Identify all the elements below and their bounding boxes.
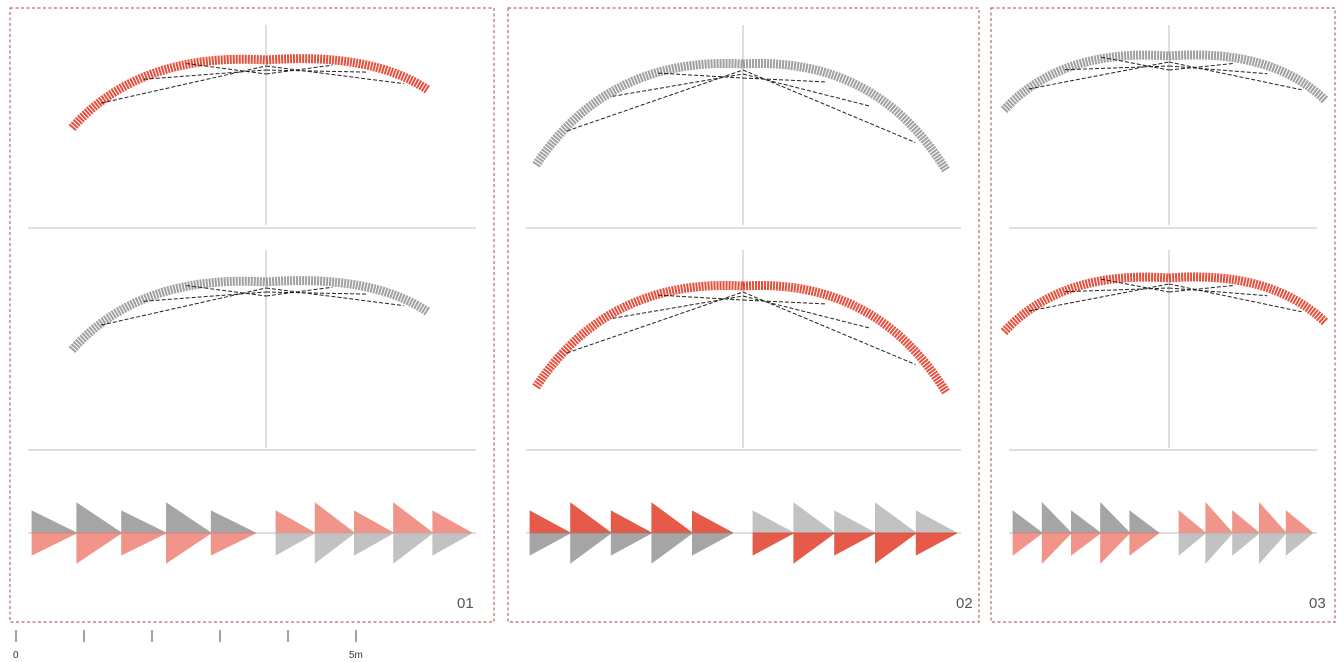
chord-line bbox=[1101, 56, 1170, 71]
arch-left-segment bbox=[68, 54, 267, 131]
unfolded-strip-right-upper bbox=[275, 502, 474, 534]
arch-right-segment bbox=[742, 58, 950, 173]
arch-left-segment bbox=[532, 58, 744, 168]
arch-right-segment bbox=[265, 276, 431, 316]
chord-line bbox=[1168, 287, 1268, 297]
chord-line bbox=[100, 65, 267, 104]
chord-line bbox=[1101, 278, 1170, 293]
chord-line bbox=[1168, 283, 1302, 313]
chord-line bbox=[612, 295, 744, 319]
arch-right-segment bbox=[742, 280, 950, 395]
chord-line bbox=[265, 287, 404, 307]
chord-line bbox=[265, 64, 333, 75]
chord-line bbox=[1168, 285, 1234, 293]
scale-bar bbox=[15, 630, 357, 642]
chord-line bbox=[143, 69, 267, 80]
unfolded-strip-right-lower bbox=[1178, 531, 1315, 565]
chord-line bbox=[265, 291, 369, 295]
chord-line bbox=[658, 72, 744, 79]
arch-left-segment bbox=[1000, 272, 1170, 336]
chord-line bbox=[658, 294, 744, 301]
chord-line bbox=[1168, 65, 1268, 75]
unfolded-strip-right-upper bbox=[752, 502, 958, 534]
unfolded-strip-left-upper bbox=[31, 502, 257, 534]
chord-line bbox=[1168, 63, 1234, 71]
chord-line bbox=[186, 63, 267, 75]
chord-line bbox=[1168, 61, 1302, 91]
arch-right-segment bbox=[1168, 272, 1329, 326]
arch-left-segment bbox=[532, 280, 744, 390]
arch-right-segment bbox=[1168, 50, 1329, 104]
chord-line bbox=[265, 286, 333, 297]
panel-label-01: 01 bbox=[457, 595, 474, 612]
chord-line bbox=[742, 299, 827, 305]
chord-line bbox=[100, 287, 267, 326]
scale-end-label: 5m bbox=[349, 650, 363, 661]
unfolded-strip-left-upper bbox=[529, 502, 734, 534]
chord-line bbox=[1065, 65, 1170, 71]
scale-start-label: 0 bbox=[13, 650, 19, 661]
chord-line bbox=[742, 77, 827, 83]
unfolded-strip-left-lower bbox=[1012, 532, 1161, 564]
arch-left-segment bbox=[68, 276, 267, 353]
arch-left-segment bbox=[1000, 50, 1170, 114]
chord-line bbox=[742, 291, 916, 366]
unfolded-strip-left-upper bbox=[1012, 502, 1161, 534]
unfolded-strip-left-lower bbox=[31, 532, 257, 564]
arch-right-segment bbox=[265, 54, 431, 94]
unfolded-strip-left-lower bbox=[529, 532, 734, 564]
chord-line bbox=[1065, 287, 1170, 293]
chord-line bbox=[265, 69, 369, 73]
unfolded-strip-right-lower bbox=[752, 532, 958, 564]
panel-frame-03 bbox=[990, 7, 1336, 623]
chord-line bbox=[186, 285, 267, 297]
panel-label-02: 02 bbox=[956, 595, 973, 612]
chord-line bbox=[566, 69, 744, 132]
chord-line bbox=[742, 69, 916, 144]
unfolded-strip-right-upper bbox=[1178, 501, 1315, 535]
chord-line bbox=[143, 291, 267, 302]
chord-line bbox=[612, 73, 744, 97]
chord-line bbox=[566, 291, 744, 354]
panel-label-03: 03 bbox=[1309, 595, 1326, 612]
panel-frame-02 bbox=[507, 7, 980, 623]
unfolded-strip-right-lower bbox=[275, 532, 474, 564]
chord-line bbox=[265, 65, 404, 85]
panel-frame-01 bbox=[9, 7, 495, 623]
